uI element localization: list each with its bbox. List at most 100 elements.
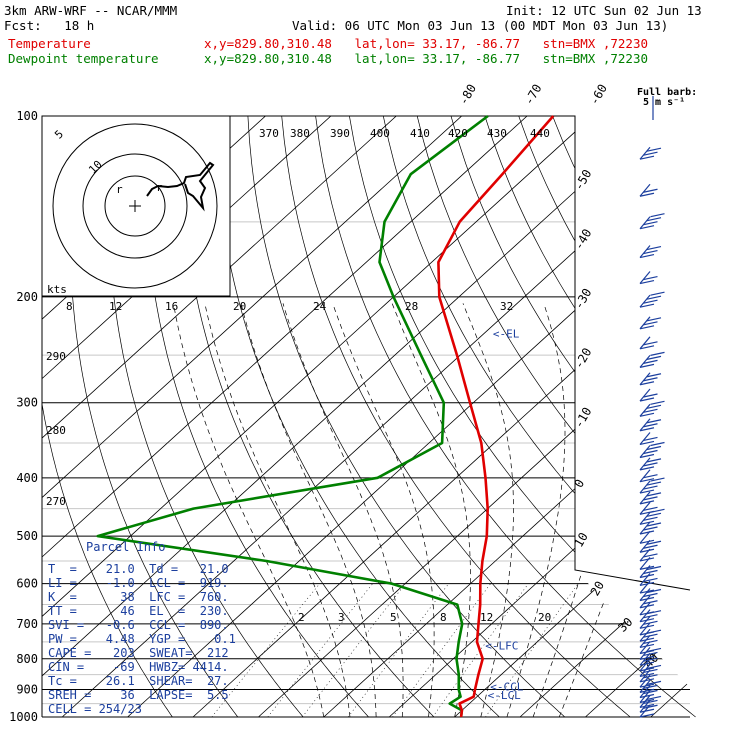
- wind-barb-staff: [639, 336, 651, 350]
- hodograph-speed-label: 32: [500, 300, 513, 313]
- mixing-ratio-line: [485, 583, 579, 718]
- wind-barb-flag: [646, 565, 662, 571]
- wind-barb-flag: [639, 453, 655, 459]
- wind-barb-flag: [639, 655, 655, 660]
- pressure-label: 300: [16, 396, 38, 410]
- wind-barb: [639, 146, 662, 160]
- dry-adiabat-label: 390: [330, 127, 350, 140]
- wind-barb-staff: [639, 647, 651, 660]
- wind-barb-flag: [639, 530, 655, 535]
- parcel-row: CIN = -69 HWBZ= 4414.: [48, 660, 229, 674]
- wind-barb-staff: [639, 491, 651, 505]
- wind-barb-flag: [643, 496, 658, 501]
- dry-adiabat-label: 380: [290, 127, 310, 140]
- wind-barb-flag: [646, 481, 662, 486]
- moist-adiabat-line: [204, 303, 351, 718]
- pressure-label: 100: [16, 109, 38, 123]
- wind-barb-flag: [643, 592, 658, 598]
- wind-barb-flag: [646, 695, 662, 701]
- wind-barb-flag: [646, 445, 662, 451]
- hodograph-trace: [146, 161, 215, 212]
- wind-barb-staff: [639, 403, 651, 417]
- wind-barb-flag: [643, 188, 658, 193]
- wind-barb-flag: [646, 317, 662, 322]
- wind-barb-flag: [639, 427, 655, 432]
- temperature-location-info: x,y=829.80,310.48 lat,lon= 33.17, -86.77…: [204, 36, 649, 51]
- wind-barb-flag: [643, 462, 658, 467]
- dry-adiabat-label: 420: [448, 127, 468, 140]
- wind-barb-flag: [639, 345, 655, 350]
- parcel-row: TT = 46 EL = 230.: [48, 604, 229, 618]
- wind-barb-flag: [650, 351, 665, 356]
- dry-adiabat-line: [315, 116, 696, 718]
- isotherm-label: -60: [587, 82, 610, 108]
- mixing-ratio-label: 3: [338, 611, 345, 624]
- init-time: Init: 12 UTC Sun 02 Jun 13: [506, 3, 702, 18]
- wind-barb-flag: [639, 643, 655, 649]
- wind-barb-staff: [639, 216, 651, 230]
- wind-barb-staff: [639, 511, 651, 525]
- wind-barb-flag: [643, 275, 658, 281]
- wind-barb-flag: [639, 698, 655, 704]
- parcel-row: K = 38 LFC = 760.: [48, 590, 229, 604]
- wind-barb-flag: [643, 577, 658, 582]
- dry-adiabat-label: 270: [46, 495, 66, 508]
- wind-barb-staff: [639, 245, 651, 258]
- mixing-ratio-line: [392, 583, 491, 718]
- wind-barb-flag: [643, 408, 658, 413]
- wind-barb-flag: [643, 704, 658, 709]
- wind-barb-flag: [643, 377, 658, 382]
- wind-barb-flag: [639, 325, 655, 330]
- wind-barb-flag: [643, 393, 658, 398]
- wind-barb-staff: [639, 539, 651, 553]
- wind-barb-staff: [639, 622, 651, 636]
- dry-adiabat-label: 410: [410, 127, 430, 140]
- wind-barb: [639, 664, 662, 678]
- isotherm-label: 10: [571, 530, 590, 550]
- dry-adiabat-line: [247, 116, 566, 718]
- wind-barb-flag: [639, 363, 655, 368]
- wind-barb-flag: [639, 397, 655, 402]
- dry-adiabat-label: 280: [46, 424, 66, 437]
- pressure-label: 200: [16, 290, 38, 304]
- pressure-label: 400: [16, 471, 38, 485]
- wind-barb: [639, 521, 662, 535]
- parcel-info-title: Parcel Info: [86, 540, 166, 554]
- mixing-ratio-label: 5: [390, 611, 397, 624]
- wind-barb: [639, 501, 658, 515]
- wind-barb-staff: [639, 445, 651, 458]
- wind-barb-flag: [643, 485, 658, 490]
- wind-barb-flag: [639, 253, 655, 259]
- dry-adiabat-line: [687, 116, 737, 718]
- mixing-ratio-label: 20: [538, 611, 551, 624]
- wind-barb-staff: [639, 521, 651, 535]
- parcel-row: LI = -1.0 LCL = 919.: [48, 576, 229, 590]
- isotherm-line: [454, 116, 737, 718]
- wind-barb-flag: [646, 295, 662, 300]
- wind-barb-staff: [639, 530, 651, 544]
- wind-barb-staff: [639, 609, 651, 623]
- dry-adiabat-label: 440: [530, 127, 550, 140]
- parcel-row: PW = 4.48 YGP = 0.1: [48, 632, 236, 646]
- wind-barb: [639, 351, 665, 368]
- wind-barb: [639, 530, 655, 544]
- temperature-legend-label: Temperature: [8, 36, 91, 51]
- dry-adiabat-line: [213, 116, 500, 718]
- hodograph-speed-label: 8: [66, 300, 73, 313]
- wind-barb-legend: 5 m s⁻¹: [643, 97, 685, 108]
- wind-barb: [639, 595, 658, 609]
- hodograph-ring: [52, 123, 218, 289]
- wind-barb: [639, 469, 658, 483]
- wind-barb: [639, 477, 665, 494]
- hodograph-ring: [82, 153, 188, 259]
- valid-time: Valid: 06 UTC Mon 03 Jun 13 (00 MDT Mon …: [292, 18, 669, 33]
- wind-barb-flag: [643, 569, 658, 575]
- wind-barb-flag: [643, 221, 658, 226]
- isotherm-label: -80: [456, 82, 479, 108]
- wind-barb-staff: [639, 664, 651, 677]
- wind-barb-staff: [639, 316, 651, 330]
- level-marker-label: <-LCL: [488, 689, 521, 702]
- wind-barb-flag: [646, 404, 662, 409]
- wind-barb-staff: [639, 641, 651, 654]
- dry-adiabat-line: [721, 116, 737, 718]
